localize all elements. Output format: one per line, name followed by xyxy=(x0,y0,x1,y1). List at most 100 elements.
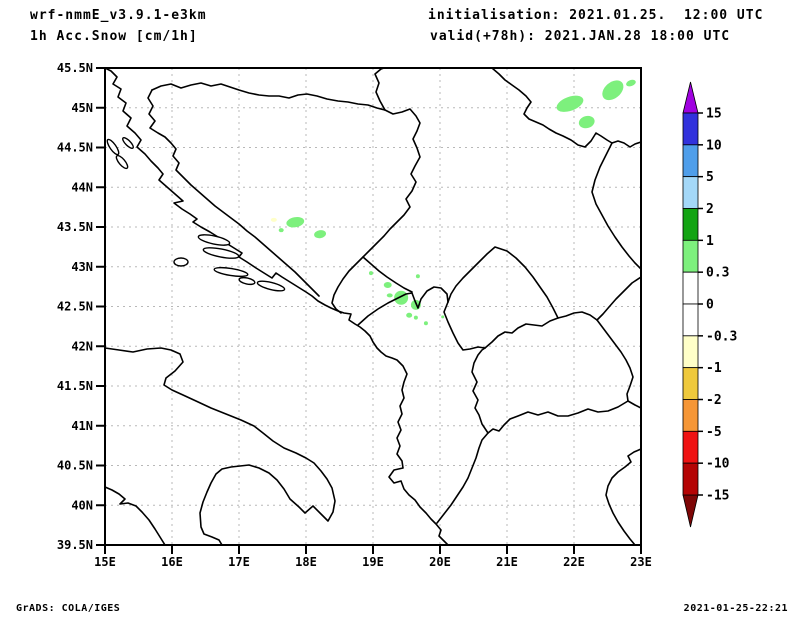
x-axis-tick-label: 16E xyxy=(161,555,183,569)
colorbar-tick-label: 0.3 xyxy=(706,266,729,281)
colorbar-tick-label: -15 xyxy=(706,489,729,504)
snow-patch xyxy=(406,312,413,318)
x-axis-tick-label: 20E xyxy=(429,555,451,569)
island xyxy=(238,276,256,286)
dalmatian-islands xyxy=(106,137,286,292)
border-serbia-romania xyxy=(491,68,641,148)
axis-ticks xyxy=(96,67,642,554)
border-macedonia-east xyxy=(596,319,634,402)
border-montenegro-serbia xyxy=(362,256,413,293)
snow-patch xyxy=(413,315,418,320)
y-axis-tick-label: 42N xyxy=(71,339,93,353)
x-axis-tick-label: 18E xyxy=(295,555,317,569)
y-axis-tick-label: 44N xyxy=(71,180,93,194)
snow-patch xyxy=(286,217,305,228)
border-serbia-bulgaria-north xyxy=(591,142,641,270)
border-greece-bulgaria xyxy=(627,400,641,409)
coastline-calabria xyxy=(105,486,166,545)
coastline-italy xyxy=(105,347,336,545)
snow-patch xyxy=(423,321,428,326)
island xyxy=(106,138,120,156)
border-danube-north xyxy=(374,68,386,111)
border-kosovo-west xyxy=(443,301,486,351)
island xyxy=(256,280,286,292)
y-axis-tick-label: 42.5N xyxy=(57,300,93,314)
island xyxy=(197,234,231,246)
snow-patch xyxy=(578,115,595,129)
init-time-label: initialisation: 2021.01.25. 12:00 UTC xyxy=(428,8,764,23)
colorbar-bottom-arrow xyxy=(682,494,699,528)
island xyxy=(173,257,189,267)
valid-time-label: valid(+78h): 2021.JAN.28 18:00 UTC xyxy=(430,29,731,44)
colorbar-segment xyxy=(682,399,699,432)
island xyxy=(213,266,249,278)
island xyxy=(115,154,129,170)
y-axis-tick-label: 39.5N xyxy=(57,538,93,552)
x-axis-tick-label: 15E xyxy=(94,555,116,569)
snow-patch xyxy=(556,95,584,112)
border-kosovo-east xyxy=(447,246,559,319)
model-title: wrf-nmmE_v3.9.1-e3km xyxy=(30,8,207,23)
x-axis-tick-label: 19E xyxy=(362,555,384,569)
border-sava xyxy=(151,82,386,111)
colorbar-tick-label: 10 xyxy=(706,138,722,153)
island xyxy=(202,247,240,259)
border-greece-albania xyxy=(436,432,489,524)
island xyxy=(122,137,134,149)
map-geography xyxy=(105,68,641,545)
snow-patch-layer xyxy=(270,79,636,326)
colorbar-segment xyxy=(682,208,699,241)
colorbar-segment xyxy=(682,303,699,337)
snow-patch xyxy=(626,79,636,87)
coastline-east-adriatic xyxy=(105,68,449,545)
colorbar-top-arrow xyxy=(682,81,699,114)
plot-timestamp: 2021-01-25-22:21 xyxy=(683,603,788,614)
snow-patch xyxy=(314,230,327,239)
border-macedonia-north xyxy=(484,311,598,349)
y-axis-tick-label: 40N xyxy=(71,498,93,512)
snow-patch xyxy=(602,80,624,101)
border-serbia-bulgaria-south xyxy=(596,276,641,321)
colorbar-segment xyxy=(682,176,699,209)
y-axis-tick-label: 41.5N xyxy=(57,379,93,393)
grid-lines xyxy=(105,68,641,545)
colorbar-segment xyxy=(682,462,699,496)
x-axis-tick-label: 22E xyxy=(563,555,585,569)
colorbar-segment xyxy=(682,430,699,464)
colorbar-tick-label: -10 xyxy=(706,457,730,472)
axis-labels: 45.5N 45N 44.5N 44N 43.5N 43N 42.5N 42N 41.5N 41N… xyxy=(57,61,652,569)
snow-patch xyxy=(415,274,420,279)
y-axis-tick-label: 40.5N xyxy=(57,459,93,473)
colorbar-tick-label: 15 xyxy=(706,107,722,122)
colorbar-tick-label: -5 xyxy=(706,425,722,440)
snow-patch xyxy=(278,228,284,233)
border-drina xyxy=(331,108,421,314)
colorbar-segment xyxy=(682,144,699,178)
border-montenegro-albania xyxy=(357,286,449,326)
y-axis-tick-label: 43N xyxy=(71,260,93,274)
colorbar-tick-label: 2 xyxy=(706,202,714,217)
border-macedonia-west xyxy=(471,347,489,434)
colorbar-tick-label: 0 xyxy=(706,298,714,313)
colorbar-tick-label: -0.3 xyxy=(706,329,737,344)
colorbar-tick-label: -2 xyxy=(706,393,722,408)
y-axis-tick-label: 43.5N xyxy=(57,220,93,234)
coastline-thermaic-gulf xyxy=(605,448,641,545)
y-axis-tick-label: 41N xyxy=(71,419,93,433)
snow-patch xyxy=(394,290,409,305)
x-axis-tick-label: 23E xyxy=(630,555,652,569)
snow-patch xyxy=(270,217,277,222)
y-axis-tick-label: 44.5N xyxy=(57,141,93,155)
colorbar-tick-label: -1 xyxy=(706,361,722,376)
plot-frame xyxy=(104,67,642,546)
colorbar-segment xyxy=(682,239,699,273)
grads-credit: GrADS: COLA/IGES xyxy=(16,603,121,614)
snow-patch xyxy=(386,293,393,298)
colorbar-segment xyxy=(682,112,699,146)
snow-patch xyxy=(368,271,373,276)
colorbar-segment xyxy=(682,271,699,305)
snow-patch xyxy=(441,315,445,319)
x-axis-tick-label: 17E xyxy=(228,555,250,569)
